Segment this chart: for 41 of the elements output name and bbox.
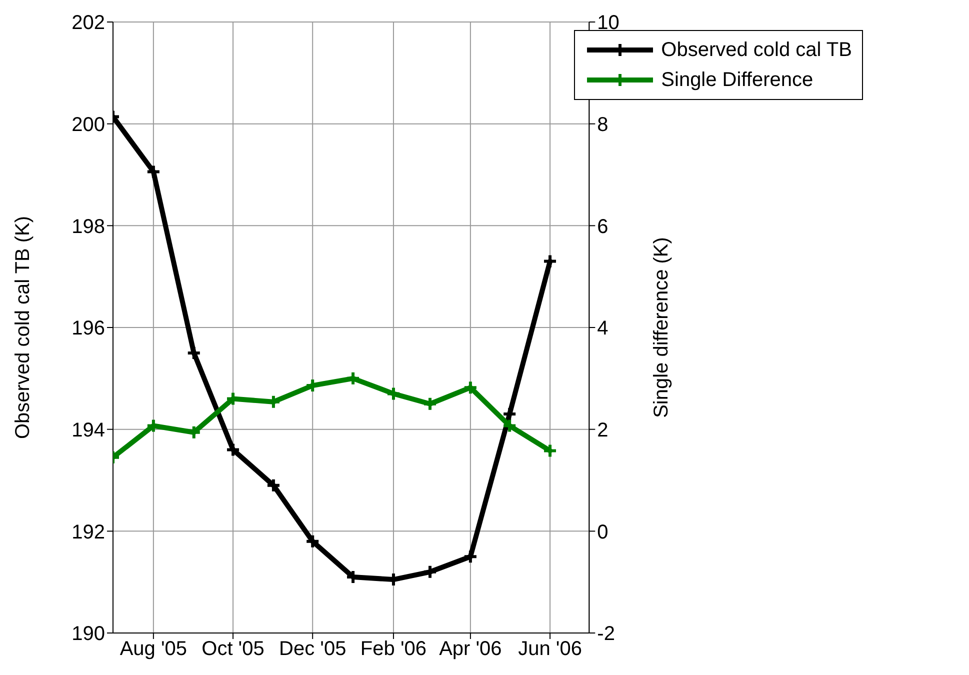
- y2-tick-label: -2: [597, 623, 615, 646]
- x-tick-label: Apr '06: [439, 638, 502, 660]
- point: [422, 396, 438, 412]
- y-tick-label: 190: [72, 623, 105, 646]
- x-tick-label: Aug '05: [120, 638, 188, 660]
- point: [226, 442, 241, 458]
- point: [346, 370, 361, 386]
- point: [462, 380, 478, 396]
- point: [542, 254, 558, 269]
- point: [462, 549, 478, 564]
- y2-tick-label: 6: [597, 216, 608, 238]
- point: [386, 386, 401, 402]
- point: [146, 164, 161, 180]
- point: [542, 443, 558, 458]
- point: [502, 406, 518, 422]
- legend-label: Observed cold cal TB: [661, 38, 852, 62]
- y-axis-title: Observed cold cal TB (K): [12, 216, 34, 440]
- point: [422, 564, 438, 580]
- y-tick-label: 202: [72, 12, 105, 34]
- x-tick-label: Feb '06: [360, 638, 427, 660]
- x-tick-label: Dec '05: [279, 638, 346, 660]
- point: [146, 418, 161, 434]
- y-tick-label: 194: [72, 419, 105, 442]
- y-tick-label: 192: [72, 521, 105, 544]
- x-tick-label: Jun '06: [518, 638, 582, 660]
- y2-tick-label: 8: [597, 114, 608, 136]
- y2-axis-title: Single difference (K): [650, 237, 672, 418]
- x-tick-label: Oct '05: [202, 638, 264, 660]
- y2-tick-label: 10: [597, 12, 620, 34]
- point: [266, 478, 281, 493]
- point: [186, 345, 202, 360]
- y2-tick-label: 4: [597, 318, 608, 340]
- y2-tick-label: 0: [597, 521, 608, 544]
- y2-tick-label: 2: [597, 419, 608, 442]
- point: [186, 424, 202, 440]
- legend-label: Single Difference: [661, 68, 814, 92]
- y-tick-label: 200: [72, 114, 105, 136]
- point: [305, 534, 320, 549]
- y-tick-label: 198: [72, 216, 105, 238]
- y-tick-label: 196: [72, 318, 105, 340]
- point: [502, 418, 518, 434]
